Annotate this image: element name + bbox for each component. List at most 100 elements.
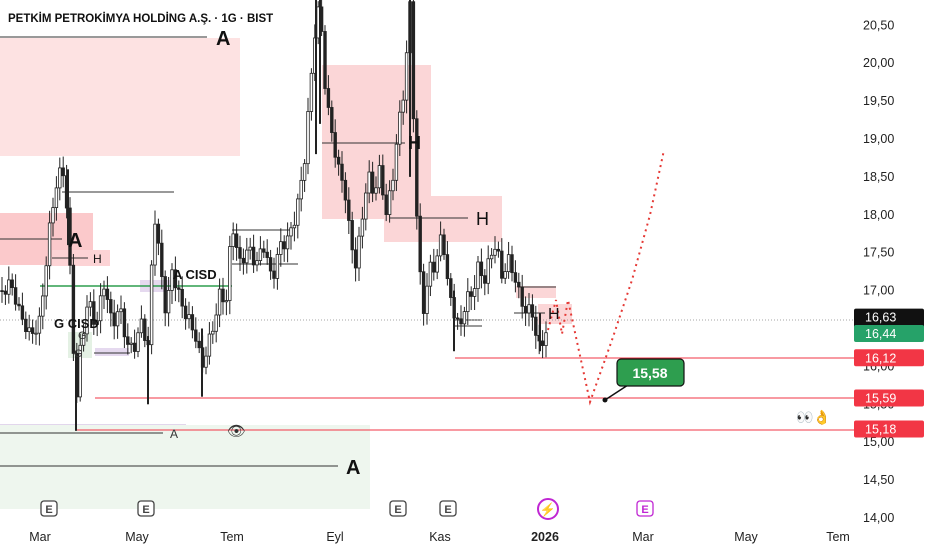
price-tag-value: 15,59	[865, 391, 896, 405]
candle	[204, 346, 208, 375]
projection-path	[547, 149, 665, 406]
x-tick-label: Kas	[429, 530, 451, 544]
candle	[309, 68, 314, 121]
annotation-a-small[interactable]: A	[170, 427, 178, 441]
annotation-a-cisd[interactable]: A CISD	[173, 267, 217, 282]
callout-point	[602, 397, 608, 403]
candle	[197, 332, 201, 354]
annotation-g-cisd[interactable]: G CISD	[54, 316, 99, 331]
candle	[44, 256, 48, 310]
candle	[92, 289, 96, 335]
candle	[330, 100, 334, 142]
candle	[387, 180, 392, 223]
callout-pointer	[604, 384, 629, 401]
candle	[143, 314, 147, 348]
candle	[520, 274, 524, 319]
candle	[262, 240, 266, 258]
annotation-h-sep[interactable]: H	[408, 133, 421, 153]
candle	[534, 305, 538, 349]
candle	[231, 222, 235, 261]
candle	[350, 211, 354, 264]
annotation-h-left[interactable]: H	[93, 252, 102, 266]
candle	[367, 160, 371, 204]
emoji-note[interactable]: 👀👌	[796, 409, 831, 426]
x-tick-label: Mar	[632, 530, 654, 544]
candle	[421, 263, 426, 326]
candle	[455, 312, 460, 330]
candle	[282, 235, 286, 262]
annotations-layer: A A H A CISD G CISD G G H H H A A 👁 👀👌	[54, 28, 831, 479]
annotation-a-top[interactable]: A	[216, 28, 230, 50]
price-tag[interactable]	[854, 389, 924, 407]
y-tick-label: 20,50	[863, 18, 894, 32]
candle	[479, 248, 484, 289]
candle	[173, 256, 178, 302]
candle	[323, 25, 327, 95]
dividend-event-icon[interactable]	[537, 498, 559, 520]
candle	[153, 210, 157, 276]
price-tag[interactable]	[854, 325, 924, 343]
candle	[95, 311, 99, 337]
earnings-event-icon[interactable]	[137, 500, 155, 517]
candle	[170, 263, 174, 305]
candle	[347, 187, 351, 235]
candle	[238, 235, 242, 271]
price-tag[interactable]	[854, 420, 924, 438]
y-tick-label: 15,00	[863, 435, 894, 449]
annotation-a-left[interactable]: A	[68, 230, 82, 252]
candle	[268, 249, 273, 280]
candle	[377, 154, 382, 194]
event-glyph: ⚡	[540, 502, 556, 518]
supply-zone-dec-h	[538, 304, 572, 324]
candle	[207, 322, 212, 365]
price-tag-value: 15,18	[865, 423, 896, 437]
y-tick-label: 14,50	[863, 473, 894, 487]
target-callout-box[interactable]	[616, 358, 685, 387]
candle	[510, 245, 514, 282]
candle	[523, 296, 528, 326]
price-tag-value: 16,63	[865, 311, 896, 325]
y-tick-label: 17,00	[863, 284, 894, 298]
candle	[272, 257, 276, 289]
chart-title: PETKİM PETROKİMYA HOLDİNG A.Ş. · 1G · BI…	[8, 12, 273, 25]
annotation-h-oct[interactable]: H	[476, 209, 489, 229]
annotation-h-dec[interactable]: H	[548, 306, 560, 323]
y-tick-label: 17,50	[863, 246, 894, 260]
candle	[234, 223, 239, 261]
event-glyph: E	[45, 504, 52, 516]
candle	[214, 303, 218, 343]
candle	[381, 154, 385, 200]
x-tick-label: 2026	[531, 530, 559, 544]
earnings-event-icon[interactable]	[636, 500, 654, 517]
earnings-event-icon[interactable]	[439, 500, 457, 517]
earnings-event-icon[interactable]	[40, 500, 58, 517]
candle	[41, 283, 45, 330]
candle	[177, 280, 181, 303]
candle	[245, 237, 249, 274]
candle	[289, 222, 293, 250]
y-tick-label: 19,00	[863, 132, 894, 146]
candle	[13, 274, 18, 311]
candle	[58, 157, 62, 201]
y-tick-label: 18,00	[863, 208, 894, 222]
time-axis[interactable]: Mar May Tem Eyl Kas 2026 Mar May Tem	[29, 530, 850, 544]
candle	[27, 314, 31, 341]
annotation-g-upper[interactable]: G	[78, 330, 87, 342]
earnings-event-icon[interactable]	[389, 500, 407, 517]
candle	[364, 183, 368, 231]
x-tick-label: May	[734, 530, 758, 544]
annotation-g-lower[interactable]: G	[74, 348, 83, 360]
candle	[183, 298, 188, 330]
price-tag[interactable]	[854, 349, 924, 367]
annotation-a-bottom[interactable]: A	[346, 457, 360, 479]
candle	[122, 302, 127, 349]
candle	[432, 248, 436, 281]
eye-icon[interactable]: 👁	[227, 423, 246, 440]
candle	[360, 206, 365, 249]
price-axis[interactable]: 14,0014,5015,0015,5016,0016,5017,0017,50…	[863, 18, 894, 525]
candle	[37, 307, 42, 346]
events-row: E E E E ⚡ E	[40, 498, 654, 520]
